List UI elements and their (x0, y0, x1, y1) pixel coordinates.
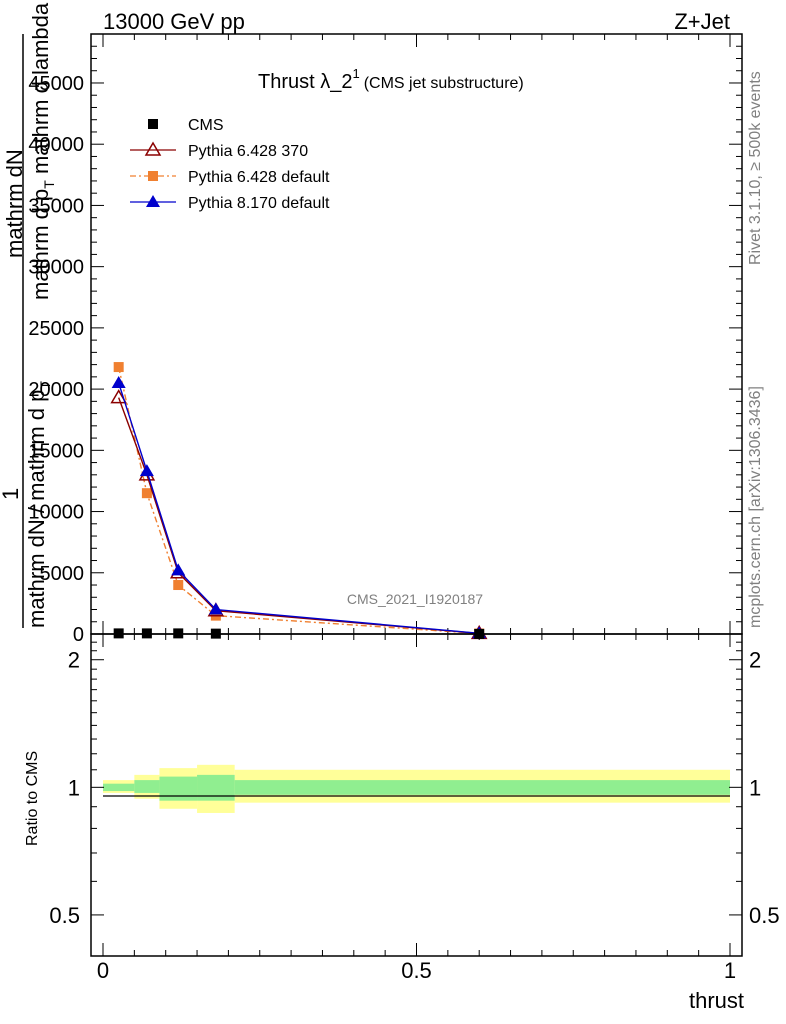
chart-title-sup: 1 (352, 66, 359, 81)
ylabel-part2-a: mathrm d p (28, 189, 53, 300)
ratio-ytick-label-left: 1 (68, 775, 80, 800)
data-point (111, 375, 126, 388)
main-ytick-label: 25000 (28, 318, 84, 340)
main-ytick-label: 35000 (28, 195, 84, 217)
chart-title-main: Thrust λ_2 (258, 71, 352, 93)
ratio-band-inner (234, 780, 731, 795)
data-point (113, 362, 124, 373)
main-y-axis-label: 1 mathrm dN mathrm d pT mathrm d lambda … (0, 2, 57, 628)
ratio-ytick-label-left: 0.5 (49, 903, 80, 928)
header-left: 13000 GeV pp (103, 9, 245, 34)
rivet-label: Rivet 3.1.10, ≥ 500k events (747, 71, 764, 265)
data-point (171, 563, 186, 576)
main-series-group (110, 362, 488, 640)
main-ytick-label: 30000 (28, 257, 84, 279)
data-point (141, 488, 152, 499)
x-tick-label: 1 (724, 958, 736, 983)
data-point (110, 389, 127, 404)
ylabel-den: mathrm dN / mathrm d pT (24, 381, 53, 628)
ratio-y-axis: 0.5 0.5 1 1 2 2 (49, 641, 780, 928)
ratio-ytick-label-right: 2 (749, 648, 761, 673)
legend-label: Pythia 6.428 370 (188, 143, 308, 160)
main-ytick-label: 10000 (28, 502, 84, 524)
legend-label: Pythia 8.170 default (188, 195, 330, 212)
main-y-axis: 0 5000 10000 15000 20000 25000 30000 35000 40000… (28, 33, 742, 646)
ratio-y-label: Ratio to CMS (24, 751, 41, 846)
legend-label: CMS (188, 117, 224, 134)
ylabel-den-sub: T (37, 381, 53, 390)
ylabel-num: 1 (0, 488, 23, 500)
legend-marker (148, 171, 158, 181)
ratio-band-inner (103, 783, 135, 792)
ratio-band-inner (197, 774, 235, 801)
header-right: Z+Jet (674, 9, 730, 34)
x-axis-label: thrust (689, 988, 744, 1013)
ratio-ytick-label-right: 1 (749, 775, 761, 800)
main-ytick-label: 45000 (28, 73, 84, 95)
ylabel-part2-rest: mathrm d lambda (28, 2, 53, 180)
data-point (173, 580, 184, 591)
ratio-band-inner (134, 780, 160, 793)
main-ytick-label: 40000 (28, 134, 84, 156)
data-point (139, 464, 154, 477)
data-point (208, 602, 223, 615)
legend-label: Pythia 6.428 default (188, 169, 330, 186)
chart-title: Thrust λ_21 (CMS jet substructure) (258, 66, 524, 93)
x-tick-label: 0.5 (401, 958, 432, 983)
ratio-x-axis: 0 0.5 1 (97, 634, 736, 983)
x-tick-label: 0 (97, 958, 109, 983)
ratio-ytick-label-right: 0.5 (749, 903, 780, 928)
main-ytick-label: 0 (73, 624, 84, 646)
ylabel-den-a: mathrm dN / mathrm d p (24, 390, 49, 628)
main-ytick-label: 15000 (28, 440, 84, 462)
mcplots-label: mcplots.cern.ch [arXiv:1306.3436] (747, 386, 764, 628)
main-x-ticks (102, 34, 731, 634)
legend-marker (148, 119, 158, 129)
ratio-bands (103, 764, 731, 813)
chart-title-note: (CMS jet substructure) (364, 75, 524, 92)
analysis-watermark: CMS_2021_I1920187 (347, 591, 483, 607)
main-ytick-label: 5000 (40, 563, 85, 585)
ylabel-part2-sub: T (41, 180, 57, 189)
ratio-ytick-label-left: 2 (68, 648, 80, 673)
main-ytick-label: 20000 (28, 379, 84, 401)
legend-marker (146, 195, 160, 207)
ylabel-part2: mathrm d pT mathrm d lambda (28, 2, 57, 300)
ratio-band-inner (159, 776, 198, 801)
legend-marker (144, 141, 162, 156)
legend: CMS Pythia 6.428 370 Pythia 6.428 default P… (130, 117, 330, 212)
